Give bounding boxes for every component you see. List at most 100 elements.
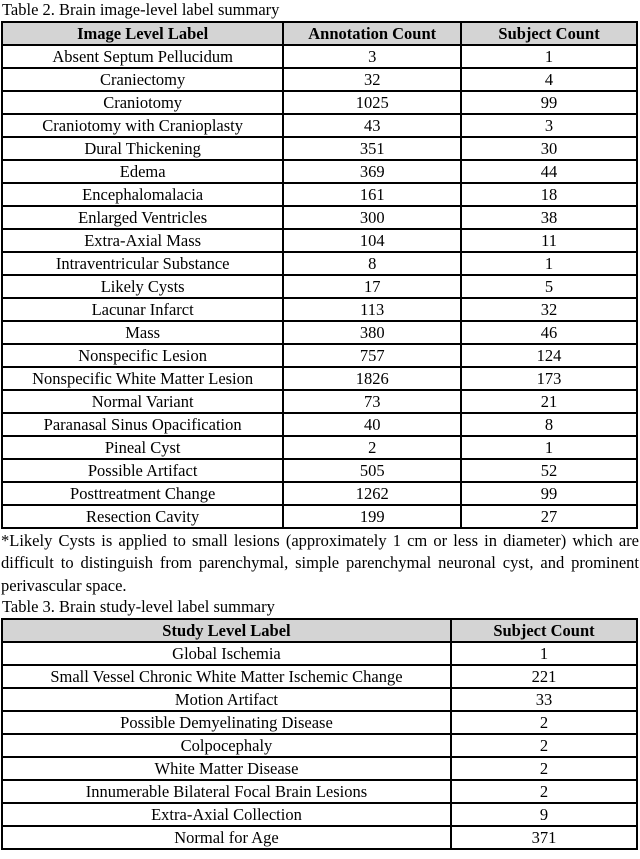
table-cell: 173 <box>460 366 638 391</box>
table-cell: 1025 <box>282 90 463 115</box>
table-cell: Extra-Axial Mass <box>0 228 285 253</box>
table-cell: Possible Artifact <box>0 458 285 483</box>
table-cell: 2 <box>282 435 463 460</box>
table-row: Normal for Age 371 <box>1 825 639 851</box>
table-cell: Craniotomy with Cranioplasty <box>0 113 285 138</box>
table3-header-row: Study Level Label Subject Count <box>1 618 639 644</box>
table-cell: 11 <box>460 228 638 253</box>
table-row: Extra-Axial Mass 104 11 <box>0 228 638 253</box>
table-row: Normal Variant 73 21 <box>0 389 638 414</box>
table-row: Possible Artifact 505 52 <box>0 458 638 483</box>
table-cell: 3 <box>460 113 638 138</box>
table-row: Edema 369 44 <box>0 159 638 184</box>
table-cell: Normal Variant <box>0 389 285 414</box>
table-row: Craniectomy 32 4 <box>0 67 638 92</box>
table-cell: Extra-Axial Collection <box>1 802 452 828</box>
table-cell: 27 <box>460 504 638 529</box>
table-cell: 40 <box>282 412 463 437</box>
table3-column-header: Study Level Label <box>1 618 452 644</box>
table-row: Possible Demyelinating Disease 2 <box>1 710 639 736</box>
table-row: Global Ischemia 1 <box>1 641 639 667</box>
table-cell: 1 <box>460 435 638 460</box>
table-cell: 32 <box>460 297 638 322</box>
table2: Image Level Label Annotation Count Subject… <box>0 21 638 529</box>
table-cell: 43 <box>282 113 463 138</box>
table-cell: Pineal Cyst <box>0 435 285 460</box>
table-cell: 73 <box>282 389 463 414</box>
table-cell: 124 <box>460 343 638 368</box>
table-cell: 1 <box>460 251 638 276</box>
table-cell: 5 <box>460 274 638 299</box>
table-cell: 99 <box>460 90 638 115</box>
table-cell: Dural Thickening <box>0 136 285 161</box>
table3-column-header: Subject Count <box>449 618 639 644</box>
table-cell: 99 <box>460 481 638 506</box>
table2-header-row: Image Level Label Annotation Count Subject… <box>0 21 638 46</box>
table-cell: 505 <box>282 458 463 483</box>
table-cell: 21 <box>460 389 638 414</box>
table-cell: 32 <box>282 67 463 92</box>
table-cell: 3 <box>282 44 463 69</box>
table-cell: Encephalomalacia <box>0 182 285 207</box>
table-row: Dural Thickening 351 30 <box>0 136 638 161</box>
table-cell: Normal for Age <box>1 825 452 851</box>
table-cell: 9 <box>449 802 639 828</box>
table-row: Craniotomy 1025 99 <box>0 90 638 115</box>
table-cell: White Matter Disease <box>1 756 452 782</box>
table-cell: 380 <box>282 320 463 345</box>
table-cell: 371 <box>449 825 639 851</box>
table-row: Likely Cysts 17 5 <box>0 274 638 299</box>
table-row: Motion Artifact 33 <box>1 687 639 713</box>
table-row: Encephalomalacia 161 18 <box>0 182 638 207</box>
table-row: Resection Cavity 199 27 <box>0 504 638 529</box>
table-cell: Resection Cavity <box>0 504 285 529</box>
table3: Study Level Label Subject Count Global Isc… <box>1 618 639 851</box>
table-row: Intraventricular Substance 8 1 <box>0 251 638 276</box>
table-row: White Matter Disease 2 <box>1 756 639 782</box>
table-cell: Absent Septum Pellucidum <box>0 44 285 69</box>
table-cell: 199 <box>282 504 463 529</box>
table-cell: 46 <box>460 320 638 345</box>
table-cell: 8 <box>460 412 638 437</box>
table-cell: Small Vessel Chronic White Matter Ischem… <box>1 664 452 690</box>
table-cell: 351 <box>282 136 463 161</box>
table-cell: Motion Artifact <box>1 687 452 713</box>
table-row: Small Vessel Chronic White Matter Ischem… <box>1 664 639 690</box>
table-cell: 8 <box>282 251 463 276</box>
table-cell: Nonspecific White Matter Lesion <box>0 366 285 391</box>
table2-footnote: *Likely Cysts is applied to small lesion… <box>1 531 639 595</box>
table2-column-header: Subject Count <box>460 21 638 46</box>
table-row: Posttreatment Change 1262 99 <box>0 481 638 506</box>
table-row: Nonspecific Lesion 757 124 <box>0 343 638 368</box>
table2-column-header: Image Level Label <box>0 21 285 46</box>
table-cell: Posttreatment Change <box>0 481 285 506</box>
table-cell: 161 <box>282 182 463 207</box>
table-cell: 2 <box>449 733 639 759</box>
table-row: Craniotomy with Cranioplasty 43 3 <box>0 113 638 138</box>
table-cell: 1262 <box>282 481 463 506</box>
table-row: Colpocephaly 2 <box>1 733 639 759</box>
table-cell: Craniectomy <box>0 67 285 92</box>
table-cell: 300 <box>282 205 463 230</box>
table-cell: 1 <box>449 641 639 667</box>
table-cell: 1 <box>460 44 638 69</box>
table-cell: 2 <box>449 756 639 782</box>
table-cell: 17 <box>282 274 463 299</box>
table-cell: Enlarged Ventricles <box>0 205 285 230</box>
table-cell: 221 <box>449 664 639 690</box>
table-cell: Colpocephaly <box>1 733 452 759</box>
table2-caption: Table 2. Brain image-level label summary <box>2 0 280 19</box>
table-cell: 18 <box>460 182 638 207</box>
table-cell: 1826 <box>282 366 463 391</box>
table-cell: 2 <box>449 710 639 736</box>
table-cell: Likely Cysts <box>0 274 285 299</box>
table-cell: 30 <box>460 136 638 161</box>
table-cell: Intraventricular Substance <box>0 251 285 276</box>
table-cell: 33 <box>449 687 639 713</box>
table-cell: 369 <box>282 159 463 184</box>
table-row: Absent Septum Pellucidum 3 1 <box>0 44 638 69</box>
table-row: Nonspecific White Matter Lesion 1826 173 <box>0 366 638 391</box>
table-cell: 4 <box>460 67 638 92</box>
table-row: Paranasal Sinus Opacification 40 8 <box>0 412 638 437</box>
